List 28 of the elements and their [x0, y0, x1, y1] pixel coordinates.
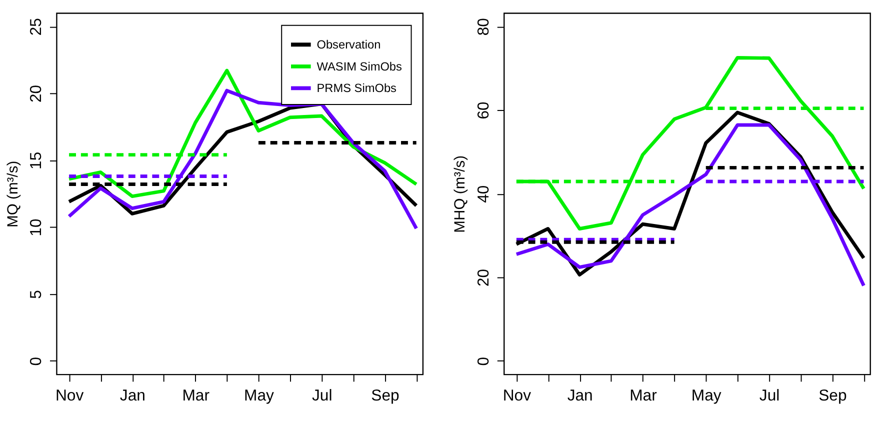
- y-tick-label: 40: [475, 185, 492, 203]
- x-tick-label: May: [244, 387, 274, 404]
- y-tick-label: 25: [28, 18, 46, 36]
- y-tick-label: 15: [28, 152, 46, 170]
- y-tick-label: 20: [28, 84, 46, 103]
- x-tick-label: Jan: [120, 387, 146, 404]
- x-tick-label: May: [691, 387, 722, 404]
- x-tick-label: Sep: [818, 387, 847, 404]
- legend-label: PRMS SimObs: [316, 81, 397, 96]
- x-tick-label: Mar: [182, 387, 210, 404]
- y-tick-label: 5: [28, 290, 46, 299]
- y-tick-label: 60: [475, 101, 492, 120]
- x-tick-label: Jan: [567, 387, 593, 404]
- y-axis-title: MHQ (m³/s): [452, 155, 469, 233]
- x-tick-label: Sep: [371, 387, 400, 404]
- y-tick-label: 0: [475, 356, 492, 366]
- x-tick-label: Nov: [502, 387, 532, 404]
- y-tick-label: 20: [475, 268, 492, 287]
- y-tick-label: 0: [28, 356, 46, 366]
- y-tick-label: 80: [475, 18, 492, 36]
- y-tick-label: 10: [28, 218, 46, 236]
- y-axis-title: MQ (m³/s): [5, 160, 22, 228]
- x-tick-label: Jul: [759, 387, 780, 404]
- x-tick-label: Mar: [630, 387, 658, 404]
- x-tick-label: Jul: [312, 387, 332, 404]
- legend-label: Observation: [316, 38, 381, 52]
- x-tick-label: Nov: [55, 387, 84, 404]
- legend-label: WASIM SimObs: [316, 59, 402, 74]
